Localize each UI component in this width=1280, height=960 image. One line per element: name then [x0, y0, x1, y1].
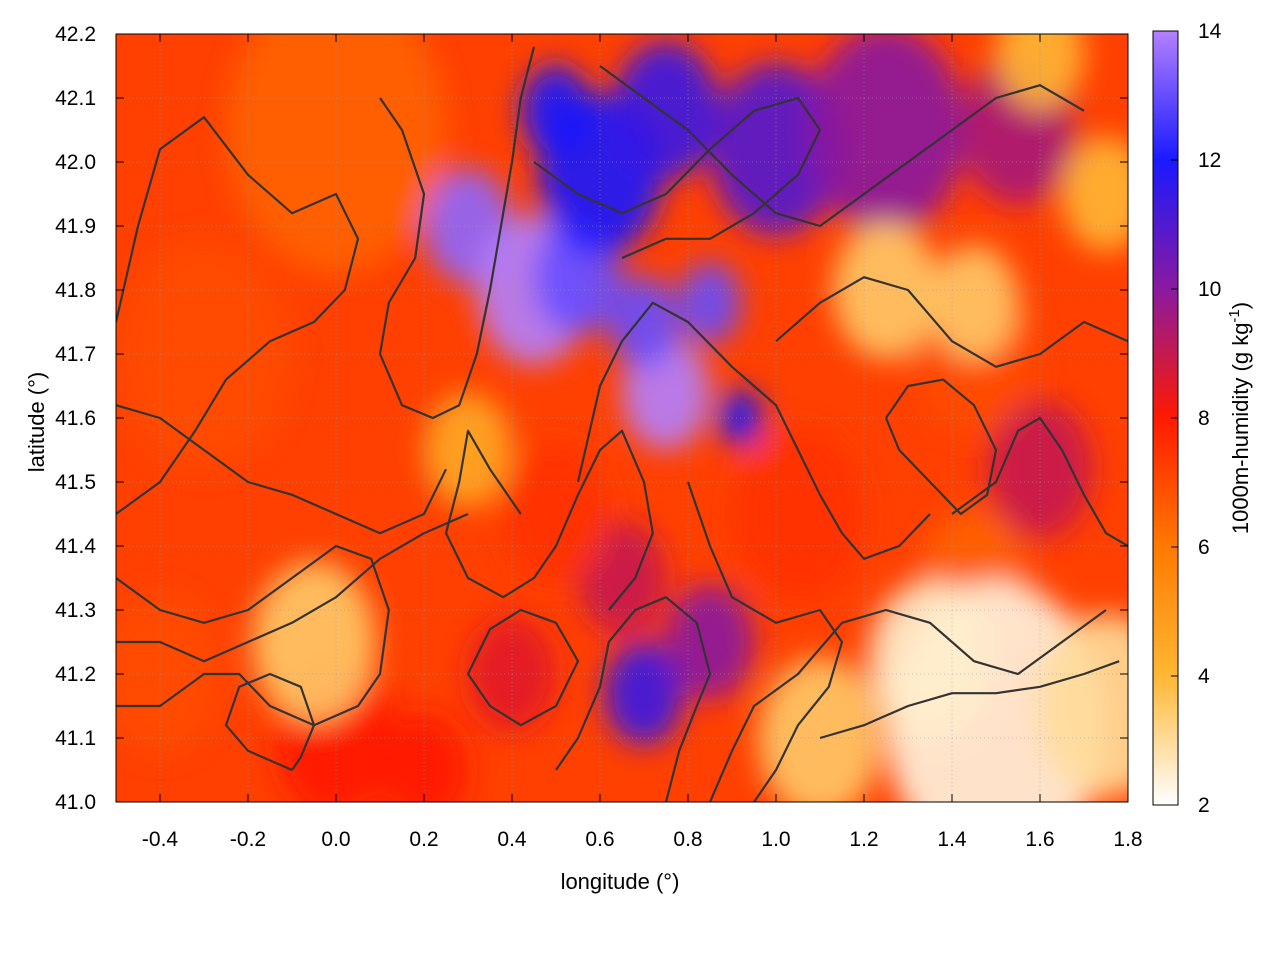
humidity-patch — [503, 444, 609, 584]
contour-line — [116, 404, 447, 535]
humidity-patch — [252, 561, 376, 723]
y-axis: 41.0 41.1 41.2 41.3 41.4 41.5 41.6 41.7 41.8 41.9… — [55, 23, 1128, 814]
contour-line — [116, 116, 360, 515]
y-tick-label: 41.1 — [55, 727, 96, 750]
colorbar: 2 4 6 8 10 12 14 1000m-humidity (g kg-1) — [1152, 20, 1253, 817]
x-tick-label: -0.4 — [142, 828, 179, 851]
x-tick-label: 1.4 — [937, 828, 967, 851]
contour-line — [599, 65, 1085, 228]
contour-line — [533, 96, 822, 260]
humidity-patch — [833, 220, 939, 360]
colorbar-tick-label: 14 — [1198, 20, 1222, 43]
y-tick-label: 41.4 — [55, 535, 96, 558]
humidity-patch — [930, 245, 1018, 361]
humidity-patch — [732, 427, 864, 601]
heatmap-field — [116, 34, 1128, 802]
x-axis: -0.4 -0.2 0.0 0.2 0.4 0.6 0.8 1.0 1.2 1.4 1.6 1.8 — [142, 34, 1143, 851]
contour-line — [378, 46, 536, 420]
humidity-patch — [868, 580, 992, 742]
contour-line — [686, 481, 844, 802]
y-tick-label: 42.1 — [55, 87, 96, 110]
colorbar-ticks: 2 4 6 8 10 12 14 — [1171, 20, 1222, 817]
x-tick-label: 0.6 — [585, 828, 614, 851]
colorbar-tick-label: 2 — [1198, 794, 1210, 817]
colorbar-tick-label: 6 — [1198, 536, 1210, 559]
contour-line — [224, 672, 316, 772]
humidity-patch — [604, 641, 684, 746]
contour-line — [951, 416, 1128, 547]
colorbar-tick-label: 12 — [1198, 149, 1221, 172]
colorbar-tick-label: 10 — [1198, 278, 1221, 301]
contour-line — [444, 429, 654, 611]
y-tick-label: 41.8 — [55, 279, 96, 302]
x-tick-label: 1.6 — [1025, 828, 1054, 851]
colorbar-title-close: ) — [1228, 302, 1253, 309]
contour-line — [775, 276, 1128, 368]
plot-area — [116, 34, 1128, 802]
contour-line — [116, 512, 469, 663]
x-tick-label: 0.2 — [409, 828, 438, 851]
x-tick-label: 1.2 — [849, 828, 878, 851]
y-tick-label: 41.3 — [55, 599, 96, 622]
x-tick-label: 1.0 — [761, 828, 790, 851]
contour-line — [708, 608, 1107, 802]
x-tick-label: 0.8 — [673, 828, 702, 851]
x-axis-title: longitude (°) — [561, 869, 680, 894]
colorbar-title-main: 1000m-humidity (g kg — [1228, 323, 1253, 535]
humidity-patch — [226, 34, 446, 274]
colorbar-tick-label: 8 — [1198, 407, 1210, 430]
contour-line — [467, 608, 580, 727]
y-tick-label: 41.5 — [55, 471, 96, 494]
humidity-patch — [987, 400, 1093, 539]
colorbar-tick-label: 4 — [1198, 665, 1210, 688]
x-tick-label: 1.8 — [1113, 828, 1142, 851]
y-tick-label: 42.0 — [55, 151, 96, 174]
humidity-patch — [1035, 613, 1128, 799]
y-tick-label: 41.2 — [55, 663, 96, 686]
x-tick-label: 0.0 — [321, 828, 350, 851]
y-axis-title: latitude (°) — [24, 372, 49, 473]
grid — [116, 34, 1128, 802]
contour-line — [576, 301, 931, 560]
humidity-patch — [1062, 136, 1128, 252]
humidity-patch — [613, 41, 719, 180]
colorbar-title: 1000m-humidity (g kg-1) — [1226, 302, 1253, 534]
humidity-patch — [380, 712, 468, 802]
humidity-patch — [608, 275, 680, 369]
humidity-patch — [679, 262, 741, 344]
contour-line — [116, 544, 390, 727]
y-tick-label: 41.9 — [55, 215, 96, 238]
colorbar-title-exp: -1 — [1226, 309, 1243, 322]
humidity-patch — [520, 64, 592, 157]
contour-lines — [116, 46, 1128, 802]
humidity-patch — [806, 34, 966, 234]
x-tick-label: 0.4 — [497, 828, 527, 851]
contour-line — [884, 378, 998, 516]
y-tick-label: 41.7 — [55, 343, 96, 366]
contour-line — [555, 596, 712, 802]
x-tick-label: -0.2 — [230, 828, 266, 851]
y-tick-label: 41.6 — [55, 407, 96, 430]
y-tick-label: 41.0 — [55, 791, 96, 814]
y-tick-label: 42.2 — [55, 23, 96, 46]
humidity-patch — [424, 392, 512, 508]
humidity-patch — [758, 657, 882, 802]
contour-line — [819, 660, 1120, 740]
